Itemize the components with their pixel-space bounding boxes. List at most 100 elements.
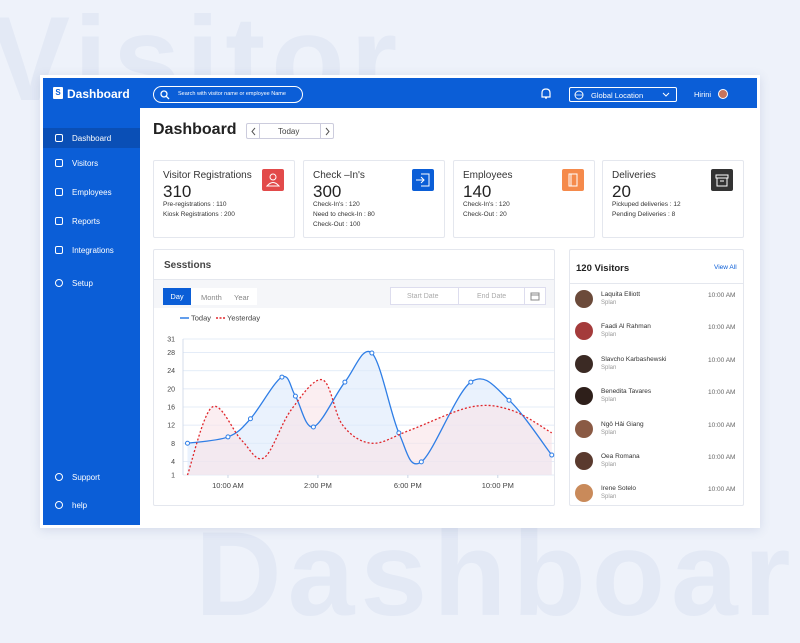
- visitor-time: 10:00 AM: [708, 454, 736, 461]
- visitor-name[interactable]: Ngô Hải Giang: [601, 420, 644, 428]
- point: [225, 434, 231, 440]
- visitor-avatar[interactable]: [575, 387, 593, 406]
- visitor-name[interactable]: Benedita Tavares: [601, 388, 652, 396]
- y-tick-label: 24: [167, 368, 175, 375]
- sessions-chart: 1 4 8 12 16 20 24 28 31 10:00 AM 2:00 PM 6:00 PM 10:…: [167, 314, 555, 490]
- point: [247, 416, 253, 422]
- visitor-company: Splan: [601, 429, 617, 436]
- card-icon: [562, 169, 584, 191]
- divider: [458, 287, 459, 305]
- nav-label: Visitors: [72, 159, 99, 168]
- chevron: [662, 92, 670, 97]
- series-line: [186, 379, 553, 476]
- start-date[interactable]: Start Date: [407, 293, 439, 300]
- nav-icon: [55, 279, 63, 287]
- logo-mark: S: [53, 87, 63, 99]
- card-detail: Pending Deliveries : 8: [612, 211, 676, 218]
- point: [184, 440, 190, 446]
- visitor-time: 10:00 AM: [708, 486, 736, 494]
- prev-button[interactable]: [249, 127, 259, 136]
- card-detail: Check-Out : 20: [463, 211, 507, 218]
- visitor-time: 10:00 AM: [708, 421, 736, 429]
- location-select[interactable]: Global Location: [569, 87, 677, 102]
- date-nav: Today: [246, 123, 334, 139]
- visitor-company: Splan: [601, 397, 617, 404]
- divider: [570, 283, 743, 284]
- bell-icon[interactable]: [540, 87, 552, 101]
- panel-title: 120 Visitors: [576, 263, 630, 274]
- point: [310, 424, 316, 430]
- card-title: Employees: [463, 170, 513, 181]
- next-button[interactable]: [323, 127, 333, 136]
- nav-item[interactable]: help: [43, 495, 140, 515]
- visitor-avatar[interactable]: [575, 419, 593, 438]
- stat-card: Employees 140 Check-In's : 120 Check-Out :…: [453, 160, 595, 238]
- calendar-icon[interactable]: [530, 291, 540, 301]
- y-tick-label: 8: [171, 441, 175, 448]
- nav-label: Setup: [72, 279, 93, 288]
- nav-label: Integrations: [72, 246, 114, 255]
- visitor-avatar[interactable]: [575, 484, 593, 503]
- visitor-company: Splan: [601, 364, 617, 371]
- search-box[interactable]: Search with visitor name or employee Nam…: [153, 86, 303, 103]
- nav-label: Employees: [72, 188, 112, 197]
- user-avatar[interactable]: [718, 89, 728, 99]
- end-date[interactable]: End Date: [477, 293, 507, 300]
- nav-item[interactable]: Employees: [43, 182, 140, 202]
- point: [342, 379, 348, 385]
- point: [506, 397, 512, 403]
- card-detail: Check-Out : 100: [313, 221, 361, 228]
- visitor-name[interactable]: Slavcho Karbashewski: [601, 355, 667, 363]
- visitor-name[interactable]: Faadi Al Rahman: [601, 323, 651, 331]
- y-tick-label: 20: [167, 386, 175, 393]
- visitor-time: 10:00 AM: [708, 389, 736, 397]
- visitor-avatar[interactable]: [575, 354, 593, 373]
- visitor-name[interactable]: Oea Romana: [601, 453, 640, 460]
- divider: [524, 287, 525, 305]
- visitor-company: Splan: [601, 300, 617, 306]
- tab-group: [191, 288, 257, 305]
- tab[interactable]: Month: [201, 293, 222, 302]
- visitor-company: Splan: [601, 462, 617, 468]
- y-tick-label: 28: [167, 350, 175, 357]
- divider: [154, 279, 554, 280]
- divider: [259, 124, 260, 138]
- x-tick-label: 2:00 PM: [304, 481, 332, 490]
- card-value: 310: [163, 182, 192, 201]
- legend-label: Today: [191, 314, 211, 323]
- x-tick-label: 10:00 AM: [212, 481, 244, 490]
- stat-card: Deliveries 20 Pickuped deliveries : 12 Pen…: [602, 160, 744, 238]
- nav-item[interactable]: Setup: [43, 273, 140, 293]
- divider: [320, 124, 321, 138]
- visitor-name[interactable]: Laquita Elliott: [601, 291, 641, 298]
- card-title: Check –In's: [313, 170, 365, 181]
- user-name[interactable]: Hirini: [694, 90, 712, 99]
- visitor-avatar[interactable]: [575, 452, 593, 470]
- card-detail: Pickuped deliveries : 12: [612, 201, 681, 208]
- nav-item[interactable]: Integrations: [43, 240, 140, 260]
- card-detail: Kiosk Registrations : 200: [163, 211, 235, 218]
- card-title: Deliveries: [612, 170, 656, 181]
- logo-letter: S: [55, 88, 61, 97]
- tab-label: Day: [170, 292, 184, 301]
- nav-item[interactable]: Dashboard: [43, 128, 140, 148]
- visitor-time: 10:00 AM: [708, 356, 736, 364]
- nav-icon: [55, 159, 63, 167]
- card-icon: [711, 169, 733, 191]
- nav-item[interactable]: Visitors: [43, 153, 140, 173]
- y-tick-label: 12: [167, 423, 175, 430]
- visitor-avatar[interactable]: [575, 290, 593, 308]
- point: [279, 374, 285, 380]
- nav-label: Reports: [72, 217, 101, 226]
- visitor-time: 10:00 AM: [708, 292, 736, 299]
- nav-item[interactable]: Support: [43, 467, 140, 487]
- tab-active[interactable]: Day: [163, 288, 191, 305]
- y-tick-label: 31: [167, 337, 175, 344]
- visitor-avatar[interactable]: [575, 322, 593, 341]
- nav-item[interactable]: Reports: [43, 211, 140, 231]
- legend-label: Yesterday: [227, 314, 260, 323]
- panel-title: Sesstions: [164, 260, 212, 271]
- visitor-name[interactable]: Irene Sotelo: [601, 485, 637, 493]
- tab[interactable]: Year: [234, 293, 250, 302]
- view-all-link[interactable]: View All: [714, 264, 737, 271]
